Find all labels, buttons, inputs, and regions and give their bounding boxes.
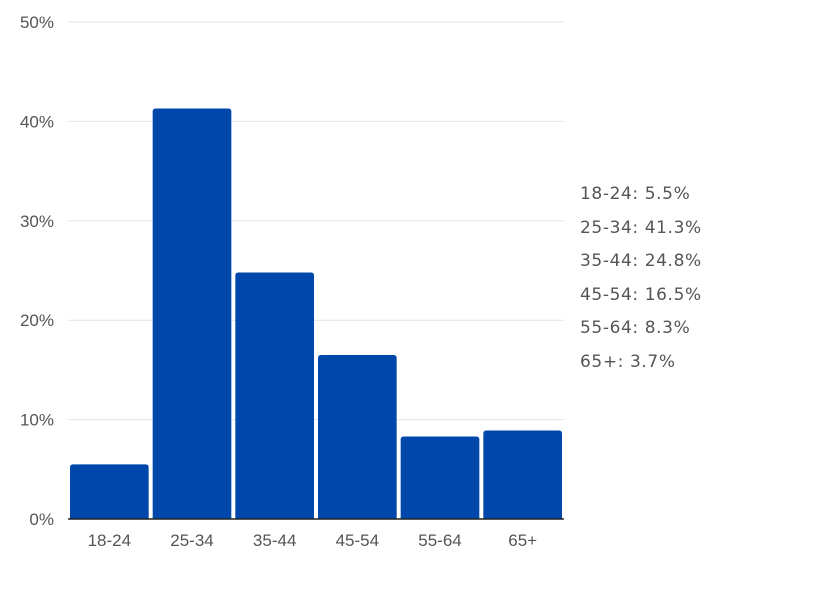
- y-tick-label: 40%: [20, 112, 54, 131]
- x-tick-label: 45-54: [336, 531, 379, 550]
- bar-25-34: [152, 108, 232, 519]
- y-tick-label: 50%: [20, 13, 54, 32]
- bars: [70, 108, 562, 519]
- x-tick-label: 35-44: [253, 531, 296, 550]
- x-tick-label: 25-34: [170, 531, 213, 550]
- gridlines: [68, 21, 564, 421]
- x-tick-label: 18-24: [88, 531, 131, 550]
- legend-entry-45-54: 45-54: 16.5%: [580, 284, 702, 305]
- x-tick-label: 65+: [508, 531, 537, 550]
- x-axis-ticks: 18-24 25-34 35-44 45-54 55-64 65+: [88, 531, 538, 550]
- legend-entry-55-64: 55-64: 8.3%: [580, 318, 691, 338]
- bar-55-64: [400, 436, 480, 519]
- bar-35-44: [235, 272, 314, 519]
- legend-entry-18-24: 18-24: 5.5%: [580, 184, 691, 204]
- y-axis-ticks: 0% 10% 20% 30% 40% 50%: [20, 13, 54, 529]
- y-tick-label: 0%: [29, 510, 54, 529]
- y-tick-label: 10%: [20, 411, 54, 430]
- bar-45-54: [318, 354, 397, 519]
- legend-entry-25-34: 25-34: 41.3%: [580, 217, 702, 238]
- legend: 18-24: 5.5% 25-34: 41.3% 35-44: 24.8% 45…: [580, 182, 702, 383]
- legend-entry-35-44: 35-44: 24.8%: [580, 251, 702, 271]
- y-tick-label: 20%: [20, 311, 54, 330]
- legend-entry-65-plus: 65+: 3.7%: [580, 351, 676, 372]
- x-tick-label: 55-64: [418, 531, 461, 550]
- bar-18-24: [70, 464, 149, 519]
- bar-65-plus: [483, 430, 562, 519]
- y-tick-label: 30%: [20, 212, 54, 231]
